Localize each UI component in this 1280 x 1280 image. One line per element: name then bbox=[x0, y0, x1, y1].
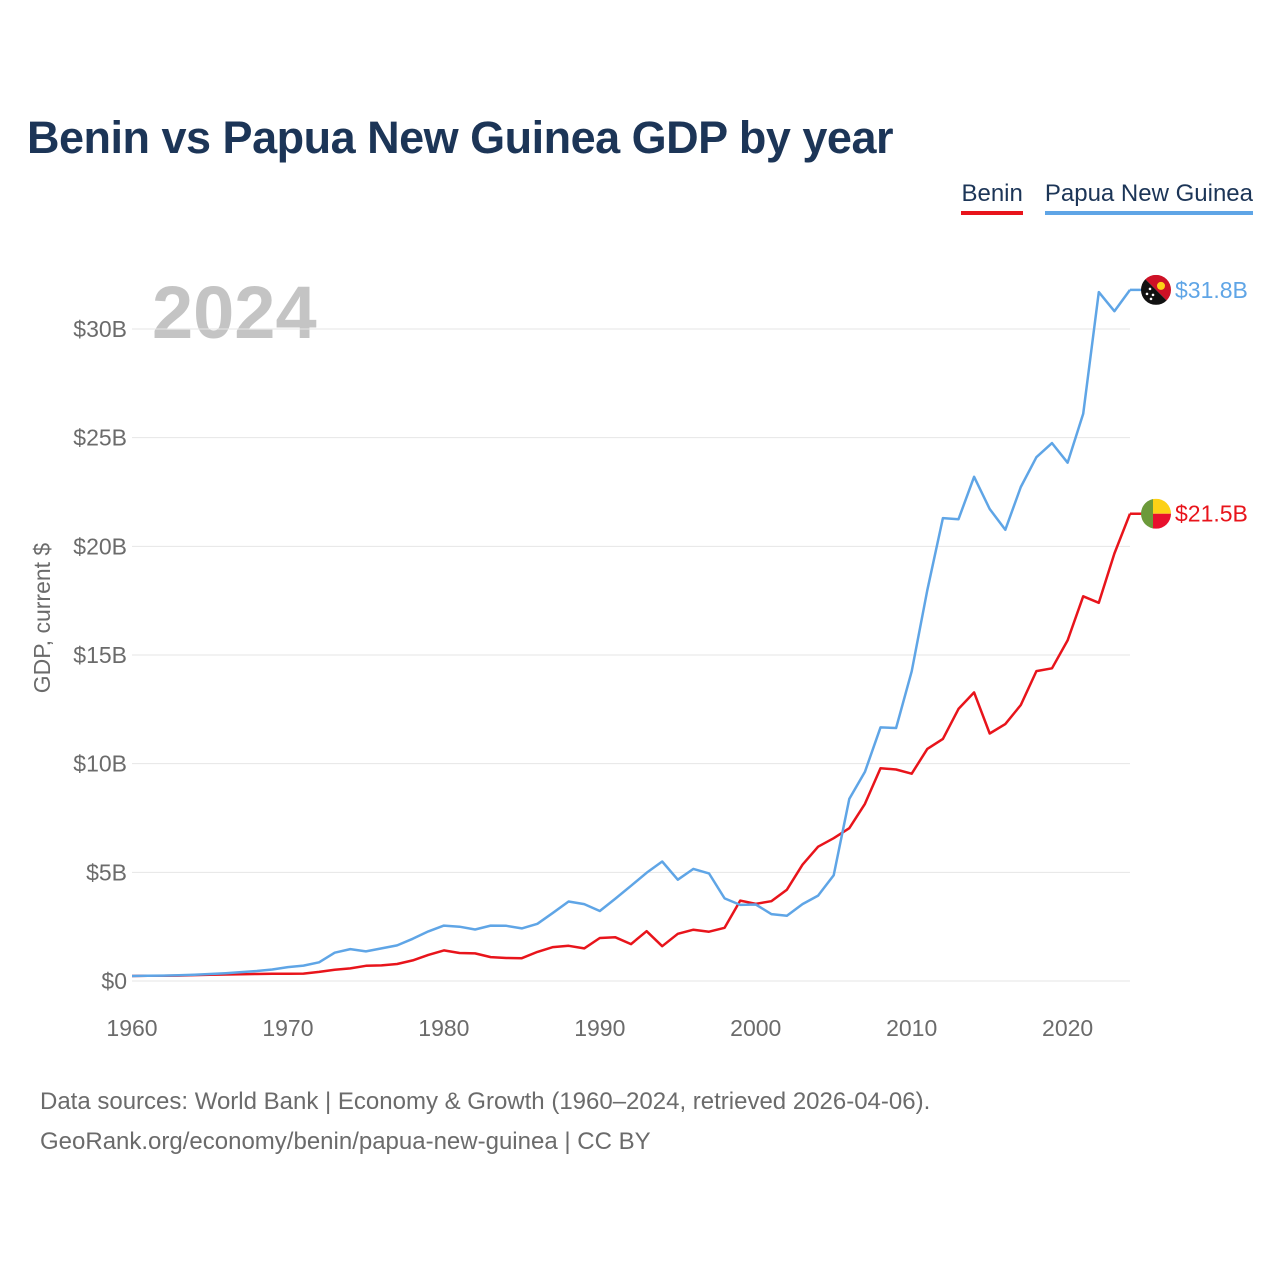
png-flag-icon bbox=[1141, 274, 1171, 305]
end-value-label-benin: $21.5B bbox=[1175, 501, 1248, 527]
y-axis-title: GDP, current $ bbox=[29, 543, 55, 694]
y-tick-label: $25B bbox=[73, 425, 127, 451]
y-tick-label: $10B bbox=[73, 751, 127, 777]
footer: Data sources: World Bank | Economy & Gro… bbox=[40, 1082, 930, 1162]
y-tick-label: $30B bbox=[73, 316, 127, 342]
x-tick-label: 1980 bbox=[418, 1015, 469, 1041]
series-line-benin bbox=[131, 513, 1132, 978]
x-tick-label: 2010 bbox=[886, 1015, 937, 1041]
y-tick-label: $5B bbox=[86, 859, 127, 885]
footer-link[interactable]: GeoRank.org/economy/benin/papua-new-guin… bbox=[40, 1128, 651, 1155]
benin-flag-icon bbox=[1141, 498, 1171, 529]
x-tick-label: 1970 bbox=[262, 1015, 313, 1041]
chart-title: Benin vs Papua New Guinea GDP by year bbox=[27, 112, 894, 163]
legend-item-benin[interactable]: Benin bbox=[961, 180, 1023, 215]
series-line-png bbox=[131, 289, 1132, 978]
year-label: 2024 bbox=[152, 271, 317, 354]
x-tick-label: 2020 bbox=[1042, 1015, 1093, 1041]
x-tick-label: 2000 bbox=[730, 1015, 781, 1041]
legend-item-papua-new-guinea[interactable]: Papua New Guinea bbox=[1044, 180, 1253, 215]
x-tick-label: 1990 bbox=[574, 1015, 625, 1041]
y-tick-label: $20B bbox=[73, 533, 127, 559]
legend: Benin Papua New Guinea bbox=[961, 180, 1253, 215]
end-value-label-png: $31.8B bbox=[1175, 277, 1248, 303]
y-tick-label: $15B bbox=[73, 642, 127, 668]
y-tick-label: $0 bbox=[101, 968, 127, 994]
x-tick-label: 1960 bbox=[106, 1015, 157, 1041]
footer-sources: Data sources: World Bank | Economy & Gro… bbox=[40, 1088, 931, 1115]
